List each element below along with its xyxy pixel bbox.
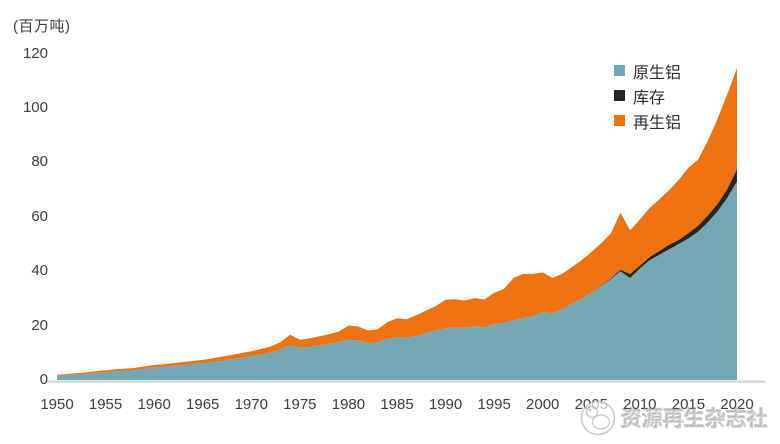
x-tick-label: 1970 [234, 396, 268, 413]
x-tick-label: 1960 [137, 396, 171, 413]
x-tick-label: 1985 [380, 396, 414, 413]
x-tick-label: 1975 [283, 396, 317, 413]
legend-label-primary-aluminum: 原生铝 [633, 64, 682, 82]
x-axis-line [47, 380, 765, 383]
inventory-swatch-icon [614, 90, 625, 101]
x-tick-label: 1980 [331, 396, 366, 413]
watermark-logo-icon [580, 400, 616, 436]
watermark-text: 资源再生杂志社 [621, 408, 768, 431]
primary-aluminum-swatch-icon [614, 65, 625, 76]
area-recycled-aluminum [57, 67, 737, 376]
x-tick-label: 2020 [720, 396, 754, 413]
x-tick-label: 2000 [526, 396, 560, 413]
y-tick-label: 120 [22, 44, 48, 62]
x-tick-label: 2010 [623, 396, 657, 413]
x-tick-label: 1990 [428, 396, 463, 413]
legend-item-recycled-aluminum: 再生铝 [614, 108, 681, 133]
y-tick-label: 100 [22, 98, 48, 116]
x-tick-label: 2015 [671, 396, 706, 413]
y-tick-label: 0 [39, 371, 48, 388]
legend-item-inventory: 库存 [614, 83, 681, 108]
legend: 原生铝 库存 再生铝 [614, 58, 681, 133]
y-tick-label: 80 [31, 153, 48, 171]
x-tick-label: 1955 [88, 396, 123, 413]
x-tick-label: 1965 [186, 396, 220, 413]
y-tick-label: 40 [31, 262, 48, 280]
x-tick-label: 1995 [477, 396, 511, 413]
area-primary-aluminum [57, 181, 737, 380]
legend-label-inventory: 库存 [633, 89, 666, 107]
y-tick-label: 20 [31, 316, 48, 334]
watermark: 资源再生杂志社 [579, 397, 768, 439]
recycled-aluminum-swatch-icon [614, 115, 625, 126]
axis-unit-label: (百万吨) [13, 18, 71, 35]
x-tick-label: 1950 [40, 396, 74, 413]
legend-label-recycled-aluminum: 再生铝 [633, 114, 682, 132]
y-tick-label: 60 [31, 207, 48, 225]
legend-item-primary-aluminum: 原生铝 [614, 58, 681, 83]
